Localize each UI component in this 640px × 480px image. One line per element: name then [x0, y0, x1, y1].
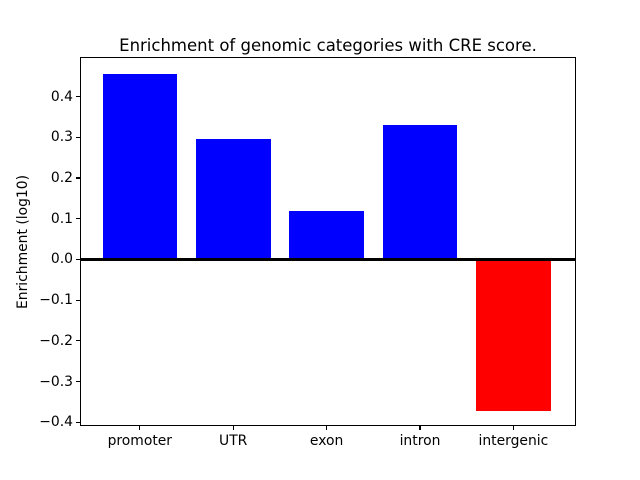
y-tick-0.3 [76, 136, 80, 138]
chart-title: Enrichment of genomic categories with CR… [119, 36, 537, 55]
y-tick-label-0.2: 0.2 [50, 170, 73, 186]
x-tick-label-intron: intron [399, 433, 441, 449]
y-tick-−0.4 [76, 421, 80, 423]
x-tick-intergenic [512, 426, 514, 430]
zero-line [81, 257, 575, 261]
x-tick-label-exon: exon [309, 433, 344, 449]
y-tick-label-−0.2: −0.2 [39, 332, 73, 349]
bar-UTR [195, 138, 271, 260]
x-tick-exon [326, 426, 328, 430]
y-tick-0.2 [76, 177, 80, 179]
bar-promoter [102, 74, 178, 260]
plot-area: promoter UTR exon intron intergenic −0.4 −0.3 −… [39, 57, 576, 449]
y-tick-label-0.3: 0.3 [50, 129, 73, 146]
x-tick-promoter [139, 426, 141, 430]
x-tick-UTR [232, 426, 234, 430]
y-tick-label-0.1: 0.1 [50, 210, 73, 227]
y-tick-label-0.0: 0.0 [50, 251, 73, 268]
y-tick-label-0.4: 0.4 [50, 88, 73, 105]
y-tick-label-−0.3: −0.3 [39, 373, 73, 390]
x-tick-label-UTR: UTR [219, 433, 248, 449]
y-tick-0.0 [76, 258, 80, 260]
y-tick-0.4 [76, 96, 80, 98]
y-tick-−0.1 [76, 299, 80, 301]
y-tick-0.1 [76, 218, 80, 220]
y-axis-label: Enrichment (log10) [15, 174, 31, 310]
bar-intron [382, 125, 458, 260]
x-tick-label-promoter: promoter [107, 433, 173, 449]
bar-exon [289, 210, 364, 260]
y-tick-label-−0.1: −0.1 [39, 292, 73, 309]
y-tick-label-−0.4: −0.4 [39, 414, 73, 431]
y-tick-−0.3 [76, 380, 80, 383]
bar-intergenic [476, 259, 551, 411]
x-tick-intron [419, 426, 421, 430]
y-tick-−0.2 [76, 340, 80, 342]
x-tick-label-intergenic: intergenic [478, 433, 549, 449]
